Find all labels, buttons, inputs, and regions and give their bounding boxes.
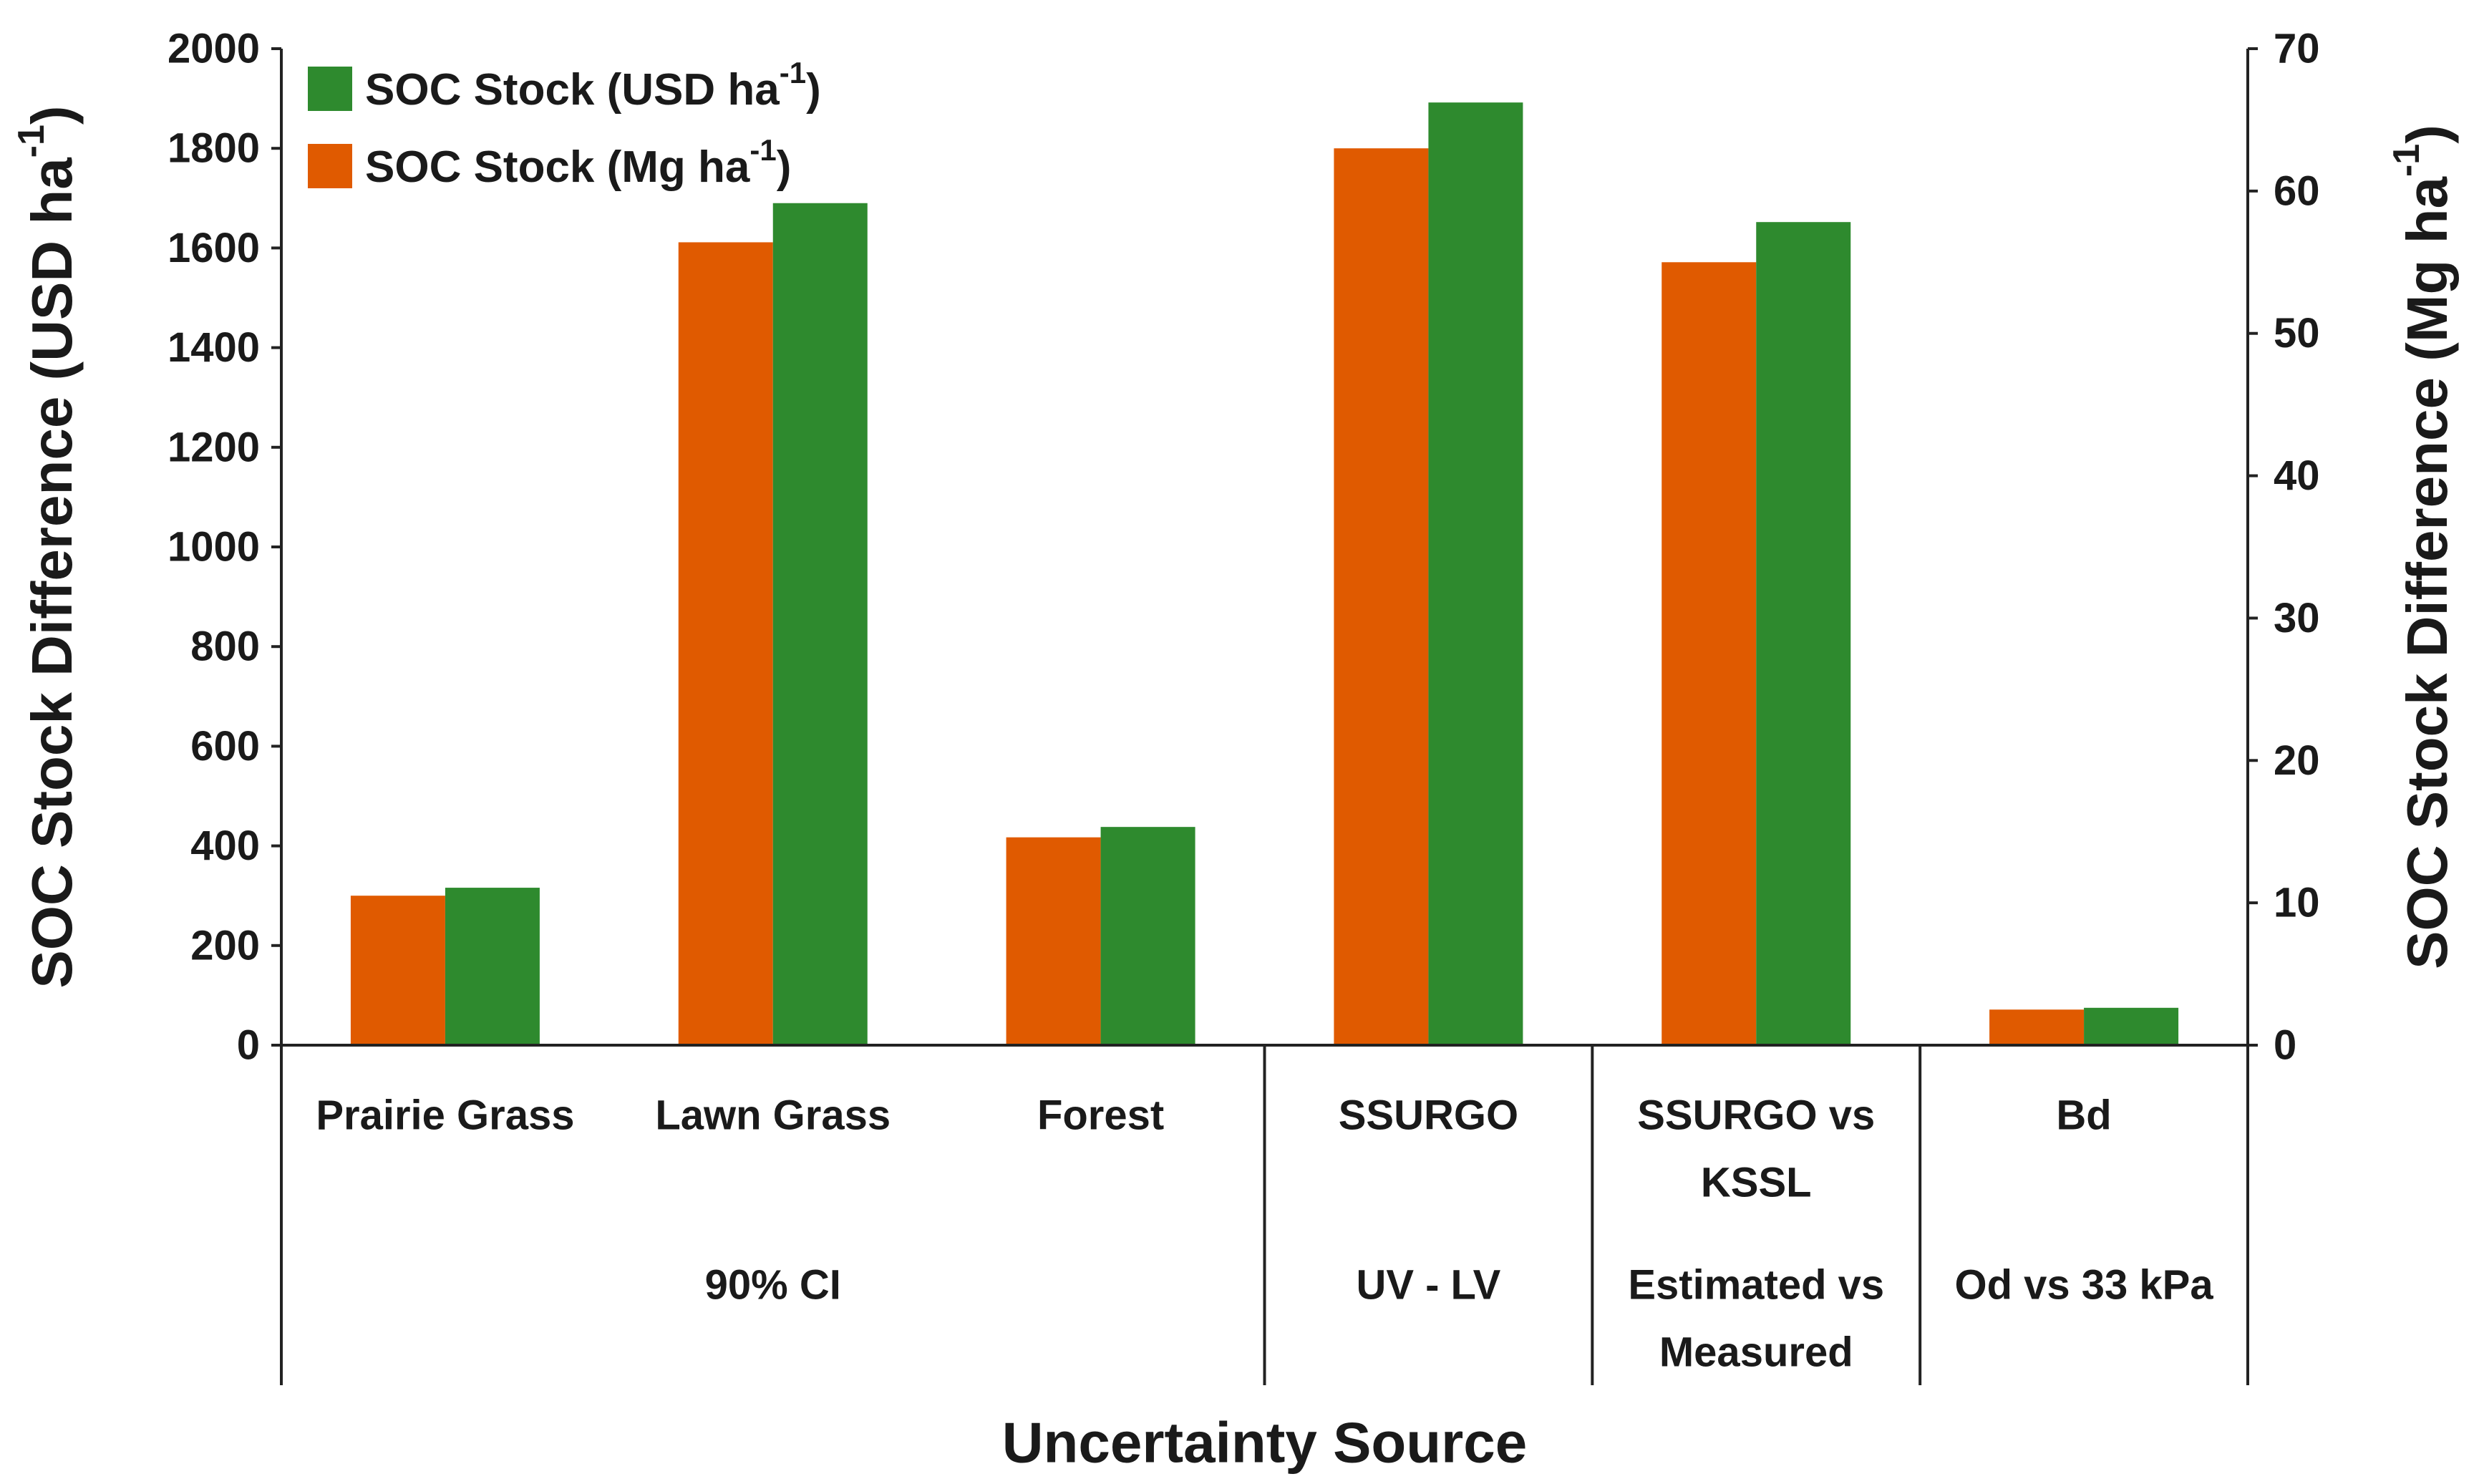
legend-swatch-0: [308, 67, 352, 111]
right-tick-label-7: 70: [2274, 26, 2320, 72]
category-label-3-0: SSURGO: [1339, 1092, 1518, 1139]
bar-mg-4: [1661, 262, 1757, 1046]
right-tick-label-1: 10: [2274, 880, 2320, 926]
left-axis-title: SOC Stock Difference (USD ha-1): [11, 105, 84, 988]
bar-mg-0: [350, 896, 445, 1045]
bar-mg-2: [1006, 837, 1101, 1045]
right-tick-label-3: 30: [2274, 595, 2320, 641]
left-tick-label-2: 400: [190, 823, 260, 869]
left-tick-label-6: 1200: [168, 424, 260, 470]
x-axis-title: Uncertainty Source: [1002, 1411, 1528, 1475]
bar-usd-0: [445, 888, 540, 1045]
right-tick-label-4: 40: [2274, 452, 2320, 499]
bar-usd-3: [1428, 102, 1523, 1046]
bar-usd-5: [2084, 1007, 2179, 1045]
left-tick-label-4: 800: [190, 624, 260, 670]
group-label-2-0: Estimated vs: [1628, 1262, 1884, 1309]
legend-label-0: SOC Stock (USD ha-1): [365, 56, 821, 115]
left-tick-label-5: 1000: [168, 524, 260, 571]
legend-swatch-1: [308, 144, 352, 188]
right-tick-label-2: 20: [2274, 737, 2320, 784]
right-tick-label-5: 50: [2274, 310, 2320, 357]
left-tick-label-3: 600: [190, 723, 260, 770]
group-label-1-0: UV - LV: [1356, 1262, 1500, 1309]
category-label-0-0: Prairie Grass: [316, 1092, 574, 1139]
bar-usd-2: [1100, 827, 1195, 1045]
category-label-2-0: Forest: [1037, 1092, 1164, 1139]
bar-mg-1: [678, 242, 773, 1046]
category-label-1-0: Lawn Grass: [655, 1092, 891, 1139]
group-label-3-0: Od vs 33 kPa: [1955, 1262, 2214, 1309]
right-tick-label-6: 60: [2274, 168, 2320, 214]
bar-mg-3: [1334, 148, 1429, 1046]
category-label-4-1: KSSL: [1701, 1160, 1812, 1206]
left-tick-label-7: 1400: [168, 324, 260, 371]
bar-usd-1: [772, 203, 868, 1045]
bar-mg-5: [1989, 1009, 2085, 1045]
legend-label-1: SOC Stock (Mg ha-1): [365, 133, 791, 192]
left-tick-label-8: 1600: [168, 225, 260, 271]
category-label-5-0: Bd: [2056, 1092, 2111, 1139]
category-label-4-0: SSURGO vs: [1637, 1092, 1875, 1139]
group-label-0-0: 90% CI: [705, 1262, 841, 1309]
right-axis-title: SOC Stock Difference (Mg ha-1): [2386, 125, 2459, 969]
left-tick-label-10: 2000: [168, 26, 260, 72]
right-tick-label-0: 0: [2274, 1022, 2296, 1069]
left-tick-label-0: 0: [237, 1022, 260, 1069]
group-label-2-1: Measured: [1659, 1329, 1853, 1376]
bar-usd-4: [1756, 222, 1851, 1045]
left-tick-label-1: 200: [190, 922, 260, 969]
left-tick-label-9: 1800: [168, 125, 260, 172]
